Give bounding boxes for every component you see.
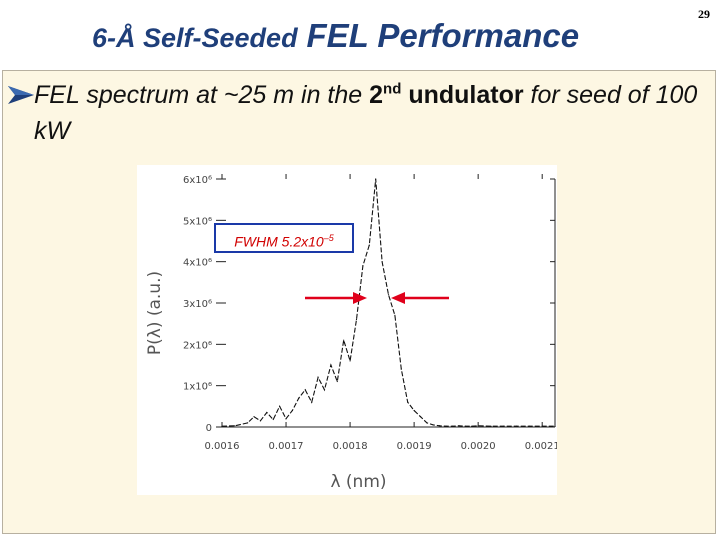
spectrum-point [355, 318, 358, 321]
spectrum-point [221, 425, 223, 427]
spectrum-point [381, 261, 383, 263]
spectrum-point [349, 360, 351, 362]
x-axis-label: λ (nm) [330, 472, 386, 492]
spectrum-point [375, 178, 377, 180]
spectrum-point [323, 389, 326, 391]
x-tick-label: 0.0018 [333, 441, 368, 452]
spectrum-point [247, 422, 249, 424]
spectrum-point [471, 425, 473, 427]
spectrum-point [311, 401, 313, 403]
spectrum-point [285, 418, 287, 420]
y-tick-label: 4x10⁶ [183, 258, 212, 269]
spectrum-point [432, 424, 434, 426]
bullet-ordinal-suffix: nd [383, 80, 402, 98]
spectrum-point [343, 339, 345, 341]
spectrum-point [439, 425, 441, 427]
y-tick-label: 5x10⁶ [183, 216, 212, 227]
fwhm-exponent: –5 [323, 233, 334, 243]
x-tick-label: 0.0020 [461, 441, 496, 452]
fwhm-arrow-right-head [391, 292, 405, 304]
slide-title-part1: 6-Å Self-Seeded [92, 23, 298, 53]
spectrum-point [253, 416, 255, 418]
bullet-text-after: for seed of 100 kW [34, 81, 698, 145]
spectrum-point [259, 420, 262, 422]
spectrum-point [304, 389, 306, 391]
spectrum-point [419, 416, 422, 418]
spectrum-point [503, 425, 505, 427]
spectrum-point [541, 425, 543, 427]
spectrum-point [451, 425, 454, 427]
y-tick-label: 1x10⁶ [183, 382, 212, 393]
spectrum-point [400, 368, 402, 370]
spectrum-point [368, 244, 370, 246]
x-tick-label: 0.0016 [205, 441, 240, 452]
x-tick-label: 0.0021 [525, 441, 557, 452]
spectrum-point [458, 425, 460, 427]
y-tick-label: 6x10⁶ [183, 175, 212, 186]
fwhm-arrow-left-head [353, 292, 367, 304]
spectrum-series-line [221, 178, 555, 427]
spectrum-point [445, 425, 447, 427]
fwhm-label: FWHM 5.2x10 [234, 233, 324, 250]
spectrum-point [528, 425, 530, 427]
spectrum-plot: 0.0016 0.0017 0.0018 0.0019 0.0020 0.0021 0 1x1… [137, 165, 557, 495]
spectrum-point [266, 411, 268, 414]
spectrum-point [554, 425, 556, 427]
spectrum-point [490, 425, 492, 427]
bullet-arrow-icon [8, 86, 34, 104]
y-tick-label: 0 [206, 423, 212, 434]
x-tick-label: 0.0019 [397, 441, 432, 452]
spectrum-point [234, 425, 236, 427]
spectrum-point [387, 294, 390, 296]
slide-title-part2: FEL Performance [306, 17, 580, 54]
bullet-text: FEL spectrum at ~25 m in the 2nd undulat… [34, 77, 714, 149]
spectrum-point [279, 405, 281, 407]
page-number: 29 [698, 7, 710, 21]
bullet-emphasis: undulator [408, 81, 524, 109]
spectrum-point [298, 397, 300, 399]
spectrum-point [291, 409, 294, 412]
spectrum-point [272, 418, 274, 421]
spectrum-point [464, 425, 466, 427]
slide-title: 6-Å Self-Seeded FEL Performance [92, 14, 579, 60]
spectrum-point [515, 425, 518, 427]
spectrum-point [362, 265, 364, 267]
fwhm-annotation: FWHM 5.2x10–5 [214, 223, 354, 253]
y-axis-label: P(λ) (a.u.) [145, 271, 165, 355]
spectrum-point [407, 401, 409, 403]
y-tick-label: 3x10⁶ [183, 299, 212, 310]
spectrum-point [394, 314, 396, 316]
spectrum-point [317, 376, 319, 378]
spectrum-point [413, 409, 415, 412]
spectrum-point [426, 422, 428, 424]
spectrum-point [336, 380, 338, 383]
bullet-text-before: FEL spectrum at ~25 m in the [34, 81, 370, 109]
bullet-ordinal: 2 [369, 81, 384, 109]
spectrum-point [477, 425, 479, 427]
spectrum-point [330, 364, 332, 366]
x-tick-label: 0.0017 [269, 441, 304, 452]
spectrum-plot-svg: 0.0016 0.0017 0.0018 0.0019 0.0020 0.0021 0 1x1… [145, 174, 557, 492]
y-tick-label: 2x10⁶ [183, 340, 212, 351]
